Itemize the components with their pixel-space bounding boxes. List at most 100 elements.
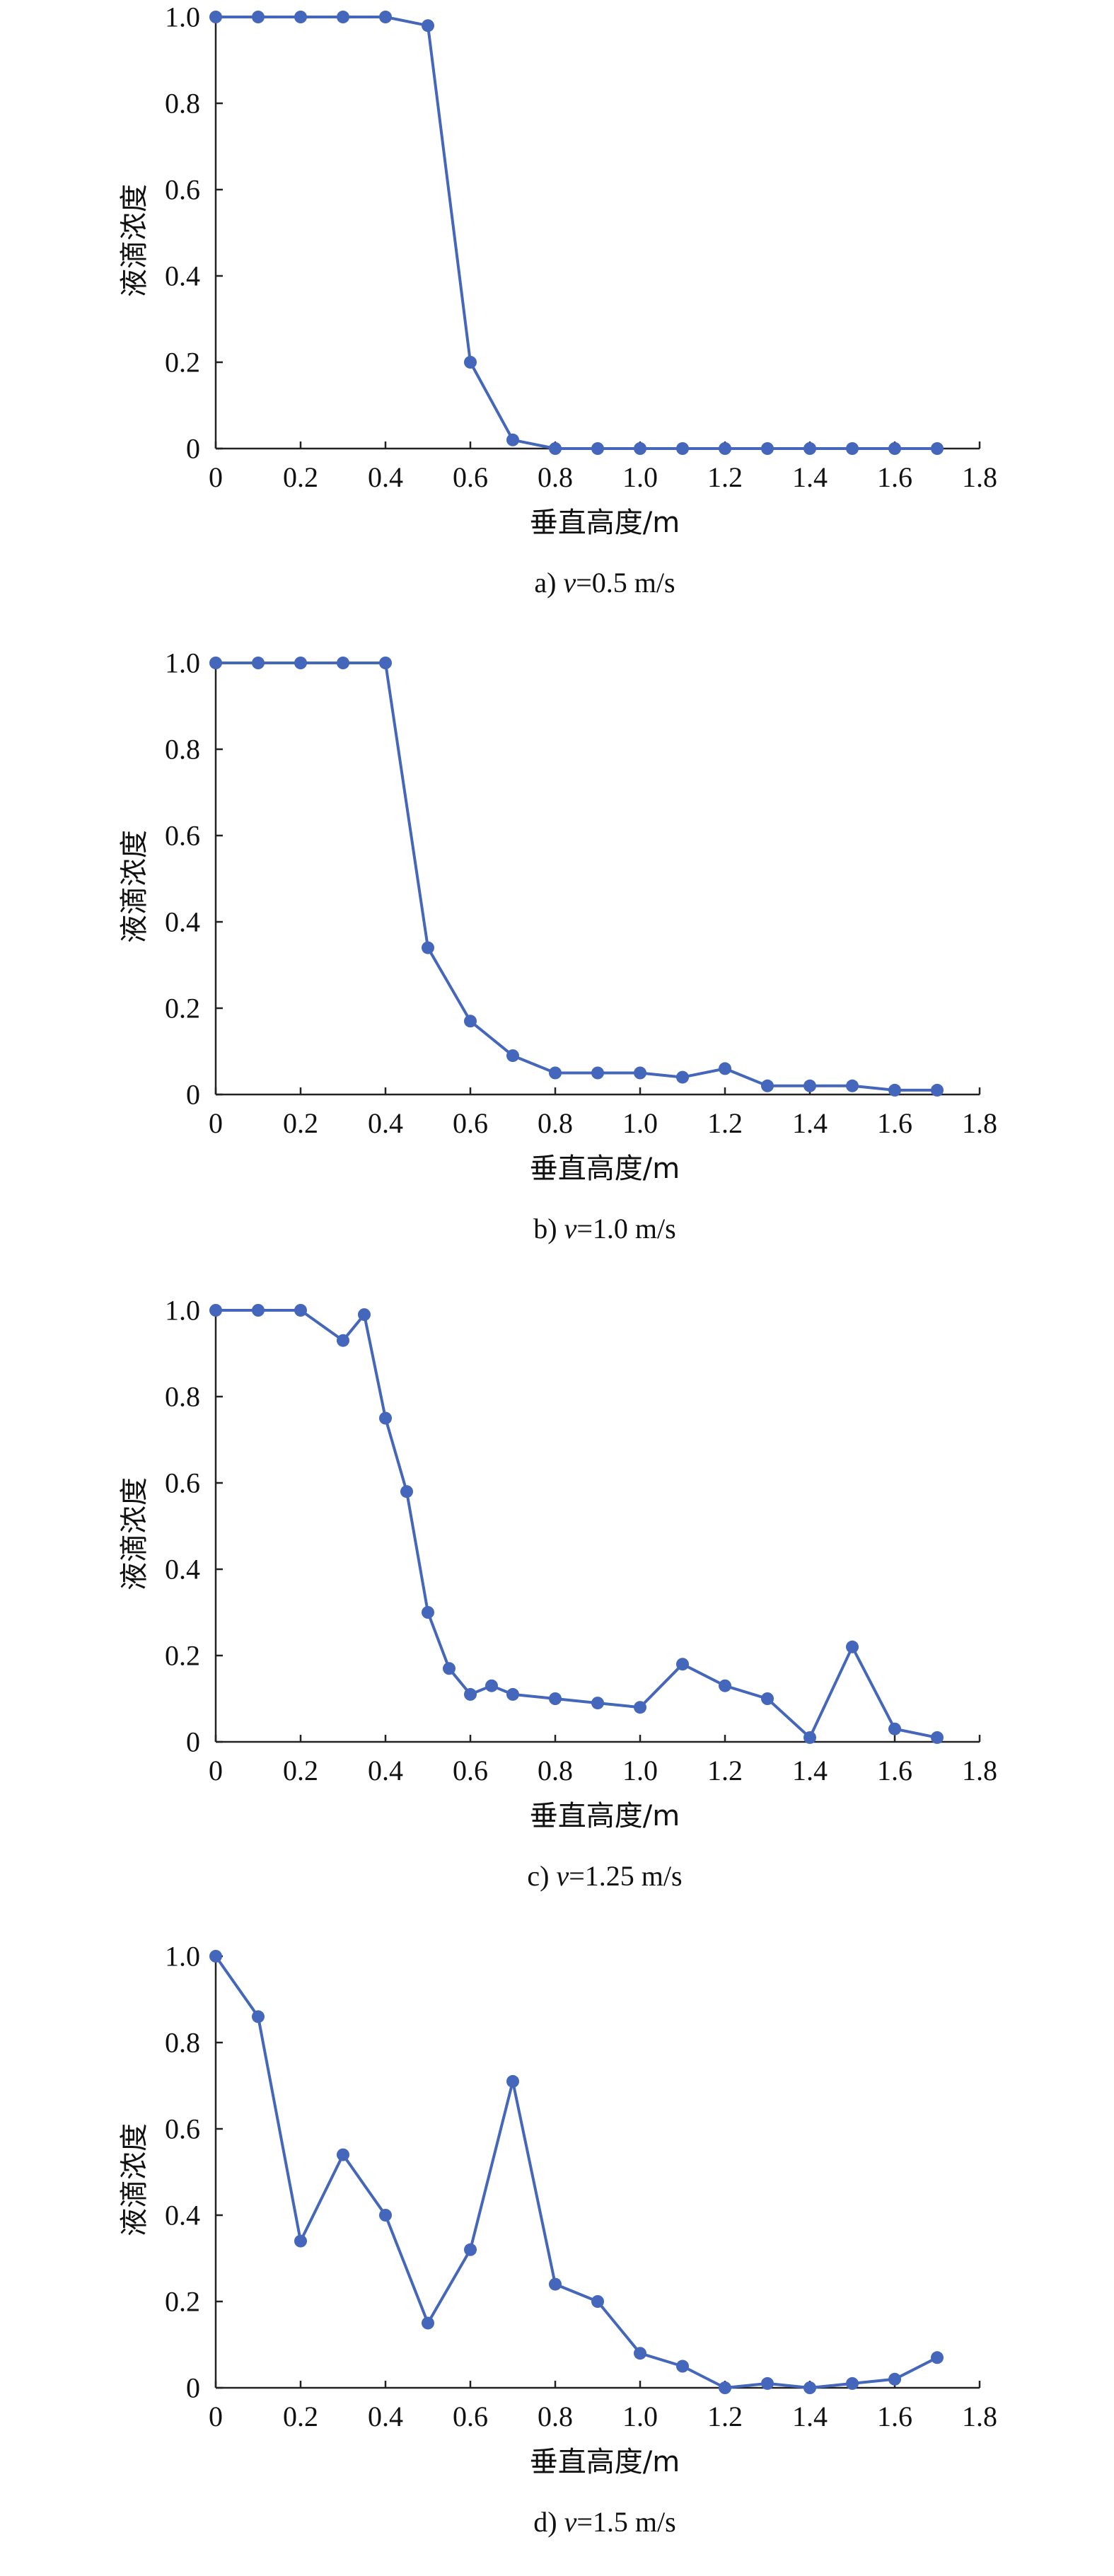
y-tick-label: 0.2 [165, 347, 200, 379]
data-point [846, 442, 859, 455]
y-tick-label: 0.4 [165, 1554, 200, 1586]
y-tick-label: 0 [186, 1079, 200, 1111]
data-point [506, 2074, 519, 2088]
data-point [464, 1015, 477, 1028]
caption-prefix: a) [534, 567, 563, 599]
data-point [252, 2010, 265, 2023]
x-tick-label: 1.6 [877, 461, 912, 493]
y-tick-label: 1.0 [165, 1, 200, 33]
x-tick-label: 1.4 [792, 461, 828, 493]
x-tick-label: 1.6 [877, 2401, 912, 2432]
chart-panel-d: 0 0.2 0.4 0.6 0.8 1.0 1.2 1.4 1.6 1.8 0 0.2 0.4 0.6 0.… [0, 1939, 1114, 2576]
data-point [803, 2381, 816, 2394]
data-point [252, 657, 265, 669]
x-tick-label: 0 [209, 2401, 223, 2432]
chart-a-marks: 0 0.2 0.4 0.6 0.8 1.0 1.2 1.4 1.6 1.8 0 0.2 0.4 0.6 0.… [165, 1, 997, 494]
y-axis-label: 液滴浓度 [118, 184, 151, 297]
x-tick-label: 1.4 [792, 2401, 828, 2432]
y-tick-label: 0 [186, 2372, 200, 2404]
x-tick-label: 0.6 [453, 1107, 488, 1139]
data-point [337, 657, 349, 669]
data-point [761, 1079, 774, 1092]
caption-prefix: d) [533, 2506, 564, 2538]
y-tick-label: 0.4 [165, 906, 200, 938]
data-point [846, 2376, 859, 2390]
data-point [506, 433, 519, 446]
caption-prefix: c) [527, 1860, 556, 1892]
x-tick-label: 1.8 [962, 1107, 997, 1139]
x-tick-label: 0.8 [538, 2401, 573, 2432]
x-tick-label: 0.4 [368, 2401, 403, 2432]
chart-c-marks: 0 0.2 0.4 0.6 0.8 1.0 1.2 1.4 1.6 1.8 0 0.2 0.4 0.6 0.… [165, 1295, 997, 1787]
data-point [931, 2351, 944, 2364]
x-tick-label: 0.4 [368, 1107, 403, 1139]
x-tick-label: 0.8 [538, 1755, 573, 1786]
data-point [379, 657, 392, 669]
caption-value: =1.5 m/s [576, 2506, 675, 2538]
data-point [337, 11, 349, 23]
data-point [379, 1411, 392, 1425]
data-point [591, 442, 604, 455]
data-point [719, 2381, 731, 2394]
x-axis-label: 垂直高度/m [530, 1153, 680, 1185]
y-tick-label: 0 [186, 1726, 200, 1758]
x-axis-label: 垂直高度/m [530, 1800, 680, 1832]
y-tick-label: 0.6 [165, 174, 200, 206]
series-line [216, 662, 937, 1092]
data-point [549, 2277, 562, 2291]
data-point [549, 1066, 562, 1080]
data-point [209, 657, 222, 669]
data-point [422, 941, 434, 954]
x-tick-label: 1.2 [707, 1755, 743, 1786]
x-tick-label: 1.2 [707, 1107, 743, 1139]
data-point [803, 442, 816, 455]
data-point [464, 1687, 477, 1701]
data-point [761, 442, 774, 455]
y-axis-label: 液滴浓度 [118, 830, 151, 943]
data-point [294, 1304, 307, 1317]
y-tick-label: 0.8 [165, 88, 200, 120]
data-point [676, 1658, 689, 1671]
data-point [549, 1692, 562, 1705]
data-point [400, 1485, 413, 1498]
x-tick-label: 1.8 [962, 461, 997, 493]
y-axis-label: 液滴浓度 [118, 1477, 151, 1590]
x-tick-label: 0 [209, 461, 223, 493]
data-point [888, 1722, 901, 1735]
x-tick-label: 1.8 [962, 1755, 997, 1786]
x-tick-label: 0.6 [453, 461, 488, 493]
data-point [294, 2234, 307, 2248]
x-tick-label: 0 [209, 1755, 223, 1786]
data-point [761, 2376, 774, 2390]
data-point [379, 11, 392, 23]
data-point [209, 1304, 222, 1317]
y-tick-label: 0.4 [165, 2200, 200, 2231]
chart-caption: c) v=1.25 m/s [527, 1860, 682, 1892]
data-point [676, 442, 689, 455]
data-point [209, 11, 222, 23]
x-tick-label: 0.6 [453, 2401, 488, 2432]
series-line [214, 1955, 938, 2389]
x-tick-label: 0 [209, 1107, 223, 1139]
data-point [803, 1731, 816, 1744]
data-point [485, 1679, 498, 1692]
x-tick-label: 0.6 [453, 1755, 488, 1786]
series-line [216, 1309, 938, 1739]
data-point [337, 1334, 349, 1347]
data-point [634, 442, 646, 455]
x-tick-label: 1.0 [622, 1755, 658, 1786]
series-line [216, 16, 937, 450]
data-point [931, 1731, 944, 1744]
chart-panel-b: 0 0.2 0.4 0.6 0.8 1.0 1.2 1.4 1.6 1.8 0 0.2 0.4 0.6 0.… [0, 646, 1114, 1283]
chart-caption: a) v=0.5 m/s [534, 567, 675, 599]
data-point [888, 1083, 901, 1097]
caption-prefix: b) [533, 1213, 564, 1244]
data-point [931, 442, 944, 455]
x-tick-label: 0.2 [283, 1107, 318, 1139]
y-tick-label: 0.8 [165, 2027, 200, 2059]
y-tick-label: 0 [186, 433, 200, 465]
x-tick-label: 0.2 [283, 1755, 318, 1786]
data-point [506, 1687, 519, 1701]
caption-value: =0.5 m/s [576, 567, 675, 599]
